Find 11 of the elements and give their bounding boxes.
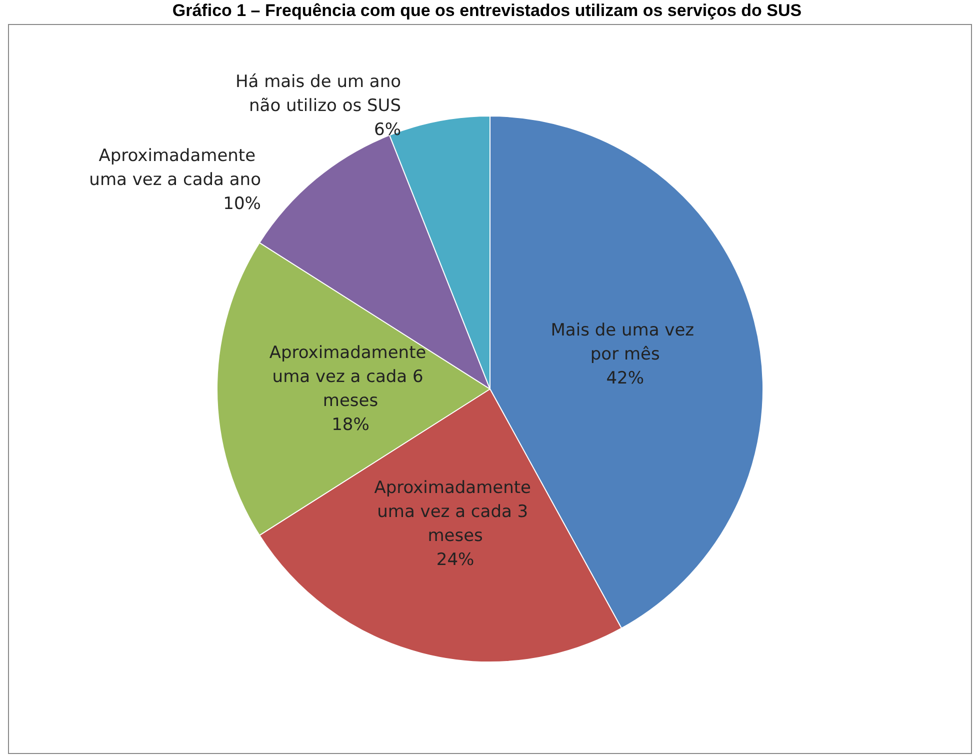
- data-label: 6%: [374, 120, 402, 140]
- data-label: 10%: [223, 194, 261, 214]
- chart-title: Gráfico 1 – Frequência com que os entrevistados utilizam os serviços do SUS: [171, 0, 803, 22]
- data-label: 18%: [332, 415, 370, 435]
- data-label: 42%: [606, 368, 644, 388]
- slice-label: Mais de uma vez por mês: [550, 320, 700, 364]
- slice-label: Aproximadamente uma vez a cada 3 meses: [374, 478, 536, 546]
- slice-label: Aproximadamente uma vez a cada 6 meses: [269, 343, 432, 411]
- slice-label: Aproximadamente uma vez a cada ano: [89, 146, 261, 190]
- data-label: 24%: [436, 550, 474, 570]
- slice-label: Há mais de um ano não utilizo os SUS: [235, 72, 402, 116]
